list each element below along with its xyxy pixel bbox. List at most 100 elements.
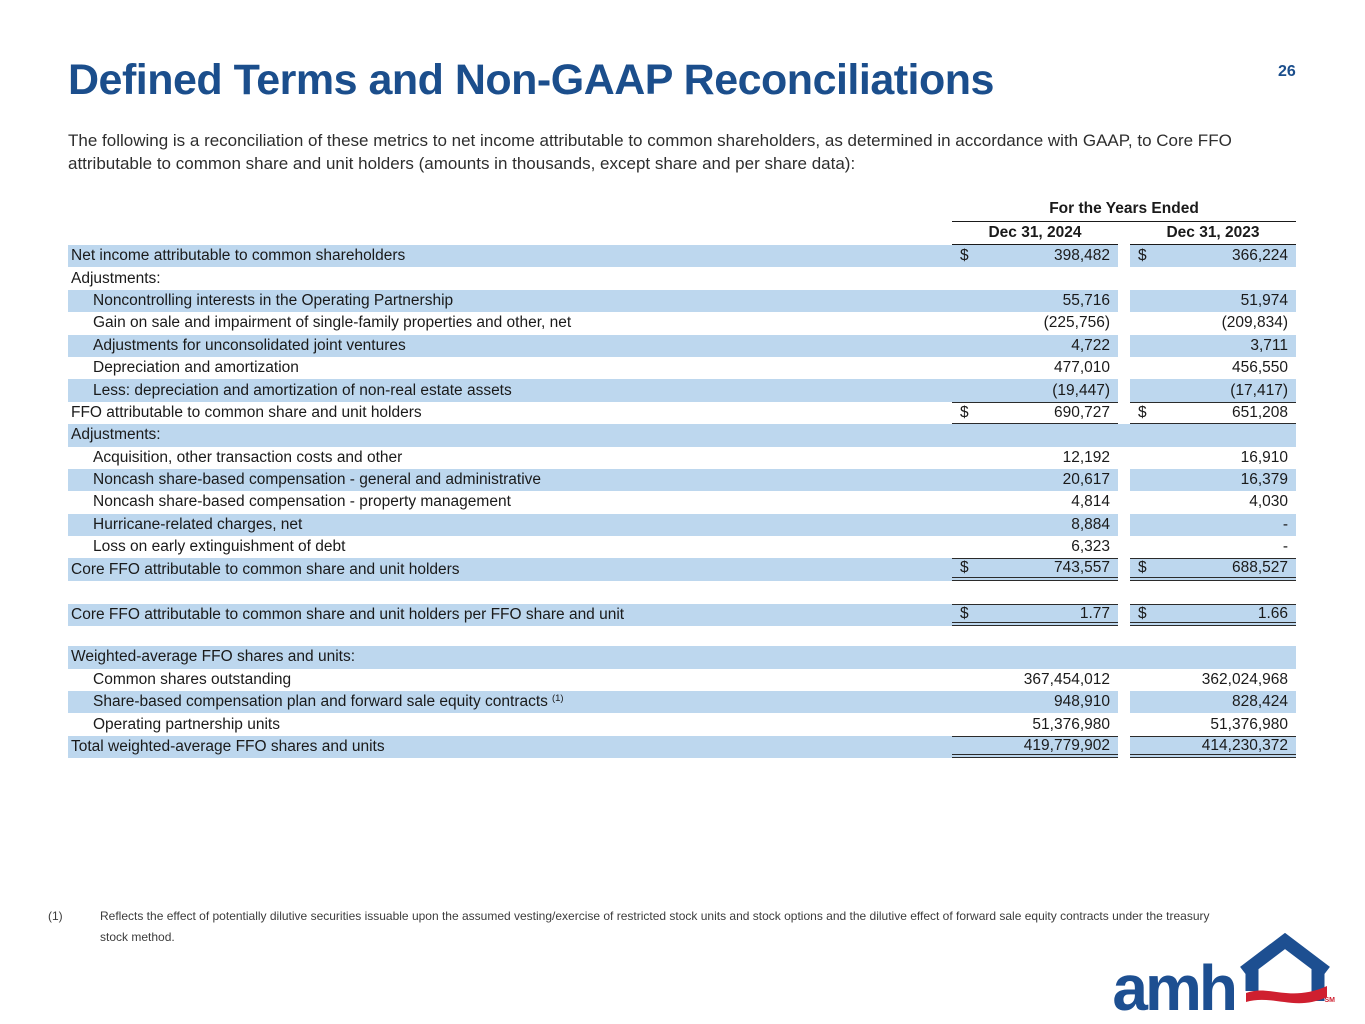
value-2023: 362,024,968 bbox=[1201, 670, 1288, 688]
row-label: Core FFO attributable to common share an… bbox=[68, 603, 952, 627]
value-2023 bbox=[1130, 267, 1296, 289]
value-2023: 414,230,372 bbox=[1130, 735, 1296, 759]
table-row: Noncash share-based compensation - gener… bbox=[68, 468, 1296, 492]
value-2024: 419,779,902 bbox=[952, 735, 1118, 759]
row-label: Adjustments: bbox=[71, 269, 161, 287]
value-2023: 51,974 bbox=[1130, 289, 1296, 313]
table-row: Adjustments for unconsolidated joint ven… bbox=[68, 334, 1296, 357]
value-2023: - bbox=[1130, 513, 1296, 537]
column-gutter bbox=[1118, 357, 1130, 379]
value-2024: (225,756) bbox=[1043, 314, 1110, 332]
table-row: Loss on early extinguishment of debt 6,32… bbox=[68, 536, 1296, 558]
row-label: Loss on early extinguishment of debt bbox=[93, 538, 346, 556]
row-label: Noncontrolling interests in the Operatin… bbox=[68, 289, 952, 313]
table-row: Noncontrolling interests in the Operatin… bbox=[68, 289, 1296, 313]
value-2024: 948,910 bbox=[952, 691, 1118, 714]
column-gutter bbox=[1118, 290, 1130, 312]
value-2024: $743,557 bbox=[952, 558, 1118, 581]
table-row: Depreciation and amortization 477,010 456,… bbox=[68, 357, 1296, 379]
dollar-sign: $ bbox=[1138, 403, 1147, 421]
row-label: Adjustments for unconsolidated joint ven… bbox=[68, 334, 952, 357]
column-gutter bbox=[1118, 536, 1130, 558]
row-label: Depreciation and amortization bbox=[93, 359, 299, 377]
value-2023: 4,030 bbox=[1249, 493, 1288, 511]
table-group-header: For the Years Ended bbox=[952, 200, 1296, 222]
footnote-marker: (1) bbox=[48, 909, 63, 923]
value-2024 bbox=[952, 424, 1118, 447]
value-2024: $690,727 bbox=[952, 401, 1118, 425]
row-label: Common shares outstanding bbox=[93, 670, 292, 688]
dollar-sign: $ bbox=[1138, 604, 1147, 622]
table-row: Net income attributable to common shareh… bbox=[68, 245, 1296, 268]
value-2023: 3,711 bbox=[1130, 334, 1296, 357]
column-gutter bbox=[1118, 312, 1130, 334]
row-label: Net income attributable to common shareh… bbox=[68, 245, 952, 268]
dollar-sign: $ bbox=[1138, 559, 1147, 577]
trademark-label: SM bbox=[1324, 997, 1336, 1004]
dollar-sign: $ bbox=[960, 403, 969, 421]
value-2024 bbox=[952, 646, 1118, 669]
column-gutter bbox=[1118, 335, 1130, 357]
row-label: Share-based compensation plan and forwar… bbox=[68, 691, 952, 714]
column-gutter bbox=[1118, 514, 1130, 536]
column-gutter bbox=[1118, 469, 1130, 491]
column-gutter bbox=[1118, 379, 1130, 401]
amh-logo-text: amh bbox=[1112, 952, 1238, 1024]
intro-paragraph: The following is a reconciliation of the… bbox=[68, 131, 1232, 173]
column-header-2024: Dec 31, 2024 bbox=[952, 222, 1118, 245]
table-row: Common shares outstanding 367,454,012 362,… bbox=[68, 669, 1296, 691]
value-2023: $688,527 bbox=[1130, 558, 1296, 581]
value-2023: 456,550 bbox=[1231, 359, 1288, 377]
column-gutter bbox=[1118, 691, 1130, 713]
table-row: Hurricane-related charges, net 8,884- bbox=[68, 513, 1296, 537]
table-spacer-row bbox=[68, 581, 1296, 604]
table-body: Net income attributable to common shareh… bbox=[68, 245, 1296, 759]
table-row: Weighted-average FFO shares and units: bbox=[68, 646, 1296, 669]
column-gutter bbox=[1118, 736, 1130, 758]
table-row: Total weighted-average FFO shares and un… bbox=[68, 735, 1296, 759]
column-gutter bbox=[1118, 245, 1130, 267]
table-row: Core FFO attributable to common share an… bbox=[68, 558, 1296, 581]
row-label: Weighted-average FFO shares and units: bbox=[68, 646, 952, 669]
table-row: Less: depreciation and amortization of n… bbox=[68, 379, 1296, 402]
row-label: Gain on sale and impairment of single-fa… bbox=[93, 314, 572, 332]
value-2024: 4,722 bbox=[952, 334, 1118, 357]
amh-house-icon: SM bbox=[1237, 932, 1336, 1020]
table-row: FFO attributable to common share and uni… bbox=[68, 401, 1296, 425]
footnote-text: Reflects the effect of potentially dilut… bbox=[100, 909, 1210, 944]
dollar-sign: $ bbox=[1138, 247, 1147, 265]
value-2023 bbox=[1130, 424, 1296, 447]
value-2023: 51,376,980 bbox=[1210, 715, 1288, 733]
dollar-sign: $ bbox=[960, 604, 969, 622]
table-row: Share-based compensation plan and forwar… bbox=[68, 691, 1296, 714]
table-row: Adjustments: bbox=[68, 424, 1296, 447]
value-2024: 6,323 bbox=[1071, 538, 1110, 556]
table-spacer-row bbox=[68, 626, 1296, 646]
column-gutter bbox=[1118, 604, 1130, 626]
column-gutter bbox=[1118, 491, 1130, 513]
value-2024: $1.77 bbox=[952, 603, 1118, 627]
dollar-sign: $ bbox=[960, 247, 969, 265]
value-2023: 828,424 bbox=[1130, 691, 1296, 714]
row-label: Adjustments: bbox=[68, 424, 952, 447]
value-2024: 20,617 bbox=[952, 468, 1118, 492]
value-2024: 51,376,980 bbox=[1032, 715, 1110, 733]
column-gutter bbox=[1118, 713, 1130, 735]
table-row: Gain on sale and impairment of single-fa… bbox=[68, 312, 1296, 334]
value-2024: 367,454,012 bbox=[1023, 670, 1110, 688]
value-2024: 55,716 bbox=[952, 289, 1118, 313]
row-label: Total weighted-average FFO shares and un… bbox=[68, 735, 952, 759]
value-2024 bbox=[952, 267, 1118, 289]
row-label: Noncash share-based compensation - prope… bbox=[93, 493, 511, 511]
row-label: Operating partnership units bbox=[93, 715, 280, 733]
value-2023: 16,910 bbox=[1240, 448, 1288, 466]
page-title: Defined Terms and Non-GAAP Reconciliatio… bbox=[68, 56, 994, 104]
value-2024: $398,482 bbox=[952, 245, 1118, 268]
row-label: Hurricane-related charges, net bbox=[68, 513, 952, 537]
row-label: Less: depreciation and amortization of n… bbox=[68, 379, 952, 402]
column-gutter bbox=[1118, 222, 1130, 245]
value-2023: $1.66 bbox=[1130, 603, 1296, 627]
table-column-headers: Dec 31, 2024 Dec 31, 2023 bbox=[952, 222, 1296, 245]
column-gutter bbox=[1118, 267, 1130, 289]
